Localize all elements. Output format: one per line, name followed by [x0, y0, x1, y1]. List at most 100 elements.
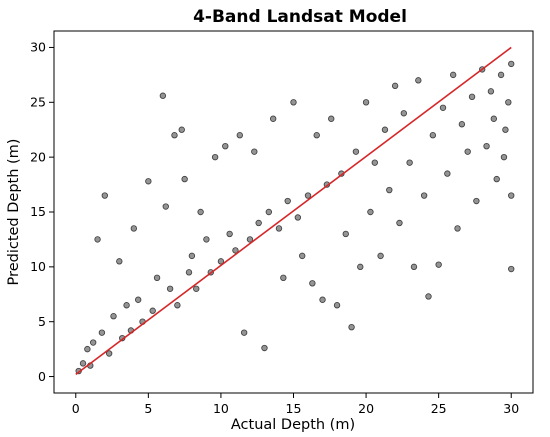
- scatter-point: [166, 285, 174, 292]
- scatter-point: [367, 208, 374, 216]
- y-axis-label: Predicted Depth (m): [6, 139, 22, 286]
- scatter-point: [493, 175, 500, 183]
- scatter-point: [444, 170, 451, 177]
- scatter-point: [333, 302, 341, 309]
- y-tick-label: 10: [30, 259, 46, 274]
- scatter-point: [236, 132, 243, 139]
- scatter-point: [261, 344, 268, 352]
- scatter-point: [396, 219, 403, 227]
- scatter-point: [174, 302, 181, 309]
- x-tick-label: 5: [144, 401, 152, 416]
- scatter-point: [435, 261, 442, 268]
- scatter-point: [101, 192, 108, 199]
- scatter-point: [400, 110, 408, 117]
- y-tick-label: 5: [38, 314, 46, 329]
- scatter-point: [193, 285, 200, 292]
- scatter-point: [130, 225, 138, 232]
- scatter-point: [290, 99, 297, 106]
- scatter-point: [145, 178, 152, 185]
- scatter-point: [425, 293, 432, 300]
- scatter-point: [226, 230, 233, 238]
- scatter-point: [110, 313, 117, 320]
- scatter-point: [508, 265, 515, 273]
- scatter-point: [197, 208, 204, 216]
- scatter-point: [348, 323, 355, 331]
- scatter-point: [153, 274, 161, 282]
- scatter-point: [473, 197, 480, 205]
- y-axis: 0 5 10 15 20 25 30: [30, 40, 54, 384]
- fit-line: [75, 46, 512, 375]
- scatter-point: [149, 307, 156, 314]
- x-tick-label: 15: [286, 401, 302, 416]
- scatter-point: [162, 203, 169, 210]
- scatter-point: [420, 192, 428, 199]
- scatter-point: [123, 302, 130, 309]
- scatter-point: [458, 121, 466, 128]
- scatter-point: [304, 192, 312, 199]
- scatter-point: [105, 350, 113, 357]
- scatter-point: [429, 132, 437, 139]
- scatter-point: [502, 126, 509, 133]
- scatter-point: [386, 186, 393, 194]
- x-axis-label: Actual Depth (m): [231, 417, 355, 433]
- scatter-point: [508, 192, 515, 199]
- scatter-point: [410, 263, 418, 271]
- scatter-point: [98, 329, 106, 336]
- scatter-point: [357, 263, 364, 271]
- scatter-point: [454, 225, 461, 232]
- plot-area: [75, 46, 515, 375]
- scatter-point: [116, 258, 123, 265]
- scatter-point: [487, 88, 495, 95]
- scatter-point: [185, 269, 193, 276]
- scatter-point: [464, 148, 471, 155]
- scatter-point: [284, 197, 291, 205]
- scatter-point: [406, 159, 413, 166]
- scatter-point: [352, 148, 360, 155]
- scatter-point: [508, 60, 515, 68]
- scatter-point: [269, 115, 277, 122]
- scatter-point: [232, 247, 239, 254]
- x-tick-label: 10: [213, 401, 229, 416]
- scatter-point: [188, 252, 196, 260]
- scatter-point: [255, 219, 262, 227]
- scatter-point: [439, 104, 447, 111]
- scatter-point: [309, 280, 316, 287]
- scatter-point: [89, 339, 97, 346]
- scatter-point: [265, 208, 273, 216]
- scatter-point: [377, 252, 384, 260]
- scatter-point: [381, 126, 389, 133]
- scatter-point: [222, 142, 229, 150]
- scatter-point: [79, 360, 87, 367]
- scatter-point: [328, 115, 335, 122]
- scatter-point: [313, 132, 320, 139]
- y-tick-label: 15: [30, 204, 46, 219]
- x-tick-label: 30: [503, 401, 519, 416]
- scatter-point: [280, 274, 287, 282]
- scatter-point: [217, 258, 225, 265]
- scatter-point: [275, 225, 283, 232]
- scatter-point: [371, 159, 378, 166]
- y-tick-label: 25: [30, 95, 46, 110]
- scatter-point: [84, 345, 91, 353]
- scatter-point: [159, 92, 167, 99]
- scatter-point: [490, 115, 498, 122]
- x-axis: 0 5 10 15 20 25 30: [72, 393, 519, 416]
- scatter-point: [299, 252, 306, 260]
- scatter-point: [246, 236, 254, 243]
- scatter-point: [391, 82, 399, 90]
- scatter-point: [468, 93, 476, 101]
- scatter-point: [203, 236, 210, 243]
- scatter-point: [342, 230, 349, 238]
- scatter-point: [362, 99, 370, 106]
- scatter-point: [134, 296, 142, 303]
- points-layer: [75, 60, 515, 375]
- scatter-point: [497, 71, 505, 79]
- x-tick-label: 0: [72, 401, 80, 416]
- scatter-point: [319, 296, 326, 303]
- scatter-point: [294, 214, 302, 221]
- scatter-point: [500, 153, 508, 161]
- scatter-point: [449, 71, 457, 79]
- scatter-point: [415, 77, 422, 84]
